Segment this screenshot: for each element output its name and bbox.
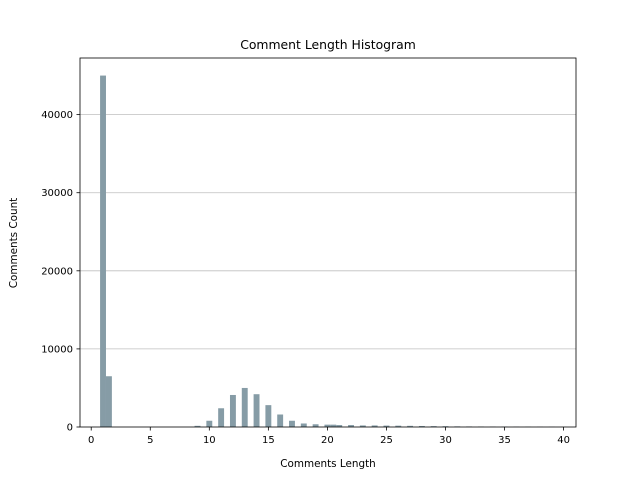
x-tick-label: 25 (380, 435, 393, 446)
histogram-bar (253, 394, 260, 427)
x-tick-label: 40 (557, 435, 570, 446)
histogram-bar (383, 425, 390, 427)
histogram-bar (430, 426, 437, 427)
histogram-bar (324, 424, 331, 427)
x-tick-label: 35 (498, 435, 511, 446)
x-axis-ticks: 0 5 10 15 20 25 30 35 40 (88, 427, 570, 446)
x-tick-label: 10 (203, 435, 216, 446)
bars (100, 75, 567, 428)
y-tick-label: 40000 (41, 110, 73, 121)
histogram-bar (348, 425, 354, 427)
x-tick-label: 0 (88, 435, 94, 446)
x-tick-label: 5 (147, 435, 153, 446)
histogram-bar (359, 425, 366, 427)
histogram-bar (277, 414, 284, 427)
x-tick-label: 15 (262, 435, 275, 446)
histogram-bar (206, 420, 213, 427)
histogram-bar (105, 376, 112, 427)
x-axis-label: Comments Length (280, 458, 375, 470)
histogram-bar (194, 425, 201, 427)
plot-frame (79, 57, 577, 428)
histogram-bar (218, 408, 225, 427)
x-tick-label: 30 (439, 435, 452, 446)
y-tick-label: 20000 (41, 266, 73, 277)
histogram-bar (418, 425, 425, 427)
histogram-bar (289, 420, 295, 427)
histogram-bar (336, 425, 343, 427)
histogram-bar (265, 405, 272, 427)
y-tick-label: 30000 (41, 188, 73, 199)
histogram-bar (241, 387, 248, 427)
y-axis-ticks: 0 10000 20000 30000 40000 (41, 110, 80, 434)
histogram-bar (407, 425, 414, 427)
x-tick-label: 20 (321, 435, 334, 446)
histogram-bar (100, 75, 106, 428)
gridlines (80, 114, 576, 350)
histogram-bar (300, 423, 307, 427)
y-axis-label: Comments Count (8, 198, 20, 288)
y-tick-label: 0 (67, 423, 73, 434)
chart-title: Comment Length Histogram (240, 37, 416, 52)
histogram-bar (330, 424, 337, 427)
y-tick-label: 10000 (41, 344, 73, 355)
histogram-bar (371, 425, 378, 427)
histogram-bar (395, 425, 402, 427)
histogram-bar (312, 424, 319, 427)
histogram-bar (229, 394, 236, 427)
